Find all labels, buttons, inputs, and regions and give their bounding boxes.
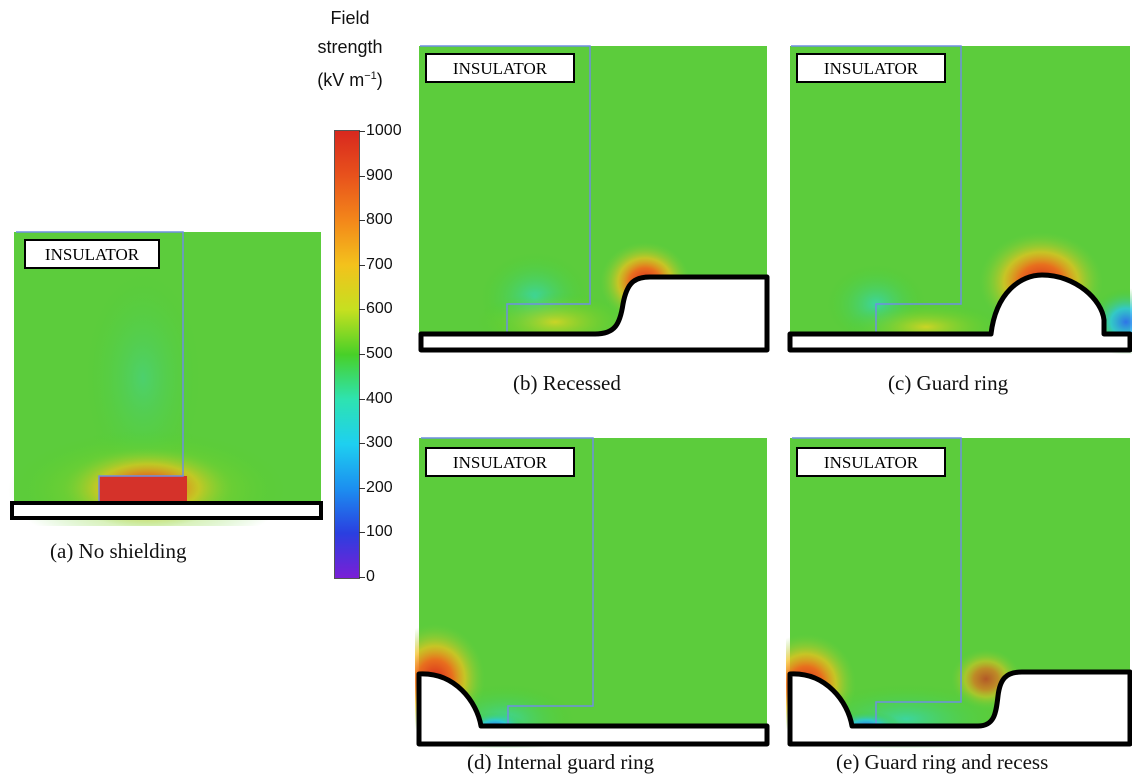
colorbar-tick-label: 800 bbox=[366, 211, 393, 229]
insulator-label-box-d bbox=[425, 447, 575, 477]
panel-d-internal-guard-ring: INSULATOR bbox=[415, 434, 771, 748]
caption-d: (d) Internal guard ring bbox=[467, 750, 655, 774]
panel-b-recessed: INSULATOR bbox=[415, 42, 771, 354]
insulator-label-box-c bbox=[796, 53, 946, 83]
colorbar bbox=[334, 130, 360, 579]
colorbar-tick bbox=[359, 398, 365, 400]
colorbar-title: Field strength (kV m−1) bbox=[302, 4, 398, 95]
electrode-e bbox=[787, 669, 1132, 747]
electrode-c bbox=[787, 272, 1132, 353]
colorbar-tick bbox=[359, 309, 365, 311]
panel-c-guard-ring: INSULATOR bbox=[786, 42, 1132, 354]
panel-a-no-shielding: INSULATOR bbox=[8, 228, 326, 526]
colorbar-tick-label: 300 bbox=[366, 434, 393, 452]
colorbar-tick bbox=[359, 220, 365, 222]
caption-c: (c) Guard ring bbox=[888, 371, 1009, 395]
field-map-e: INSULATOR bbox=[786, 437, 1132, 748]
colorbar-tick-label: 500 bbox=[366, 345, 393, 362]
colorbar-tick-label: 400 bbox=[366, 389, 393, 407]
colorbar-tick-label: 1000 bbox=[366, 122, 402, 139]
colorbar-tick-label: 100 bbox=[366, 523, 393, 541]
field-map-b: INSULATOR bbox=[418, 45, 770, 353]
colorbar-tick bbox=[359, 443, 365, 445]
colorbar-tick-label: 700 bbox=[366, 255, 393, 273]
insulator-label-c: INSULATOR bbox=[824, 59, 919, 78]
field-map-a: INSULATOR bbox=[8, 231, 323, 526]
field-map-d: INSULATOR bbox=[415, 437, 770, 748]
colorbar-tick bbox=[359, 487, 365, 489]
colorbar-tick-label: 600 bbox=[366, 300, 393, 318]
colorbar-tick bbox=[359, 175, 365, 177]
caption-b: (b) Recessed bbox=[513, 371, 621, 395]
electrode-a bbox=[10, 501, 323, 520]
colorbar-title-unit: (kV m−1) bbox=[317, 70, 383, 90]
insulator-label-box-a bbox=[24, 239, 160, 269]
colorbar-tick bbox=[359, 354, 365, 355]
insulator-label-e: INSULATOR bbox=[824, 453, 919, 472]
colorbar-title-line1: Field bbox=[330, 8, 370, 28]
caption-a: (a) No shielding bbox=[50, 539, 187, 563]
electrode-d bbox=[416, 671, 770, 747]
colorbar-tick bbox=[359, 532, 365, 534]
caption-e: (e) Guard ring and recess bbox=[836, 750, 1049, 774]
insulator-label-a: INSULATOR bbox=[45, 245, 140, 264]
insulator-label-box-e bbox=[796, 447, 946, 477]
field-map-c: INSULATOR bbox=[787, 45, 1132, 354]
colorbar-title-line2: strength bbox=[317, 37, 383, 57]
colorbar-tick-label: 200 bbox=[366, 478, 393, 496]
colorbar-tick bbox=[359, 264, 365, 266]
panel-e-guard-ring-and-recess: INSULATOR bbox=[786, 434, 1132, 748]
electrode-b bbox=[418, 274, 770, 353]
colorbar-tick bbox=[359, 577, 365, 578]
colorbar-tick-label: 900 bbox=[366, 166, 393, 184]
insulator-label-box-b bbox=[425, 53, 575, 83]
insulator-label-b: INSULATOR bbox=[453, 59, 548, 78]
colorbar-tick-label: 0 bbox=[366, 568, 375, 585]
insulator-label-d: INSULATOR bbox=[453, 453, 548, 472]
colorbar-tick bbox=[359, 131, 365, 132]
